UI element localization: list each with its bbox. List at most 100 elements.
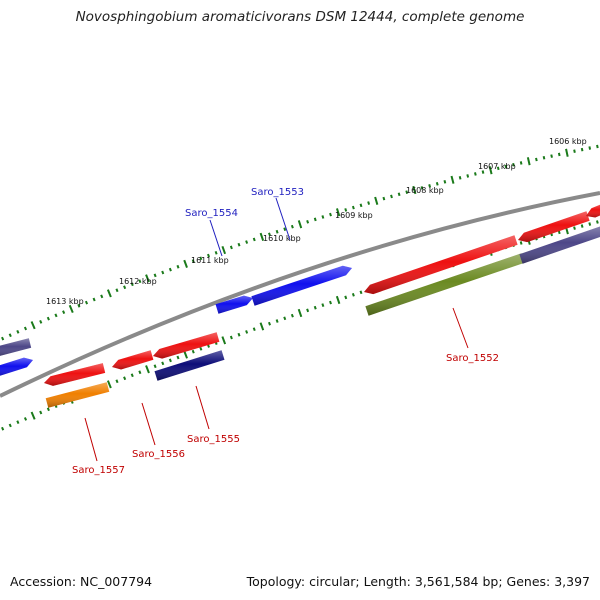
accession-label: Accession: NC_007794	[10, 574, 153, 589]
minor-tick	[229, 335, 233, 340]
major-tick	[145, 274, 150, 283]
minor-tick	[130, 373, 134, 378]
leader-saro-1552	[452, 307, 469, 349]
tick-label-1610: 1610 kbp	[263, 234, 301, 243]
minor-tick	[214, 250, 218, 255]
minor-tick	[123, 376, 127, 381]
tick-label-1606: 1606 kbp	[549, 137, 587, 146]
minor-tick	[542, 155, 546, 160]
minor-tick	[62, 310, 66, 315]
tick-label-1612: 1612 kbp	[119, 277, 157, 286]
minor-tick	[1, 426, 5, 431]
minor-tick	[245, 330, 249, 334]
minor-tick	[176, 355, 180, 360]
minor-tick	[397, 192, 401, 197]
minor-tick	[359, 290, 363, 295]
minor-tick	[275, 319, 279, 323]
major-tick	[30, 411, 36, 420]
major-tick	[259, 322, 265, 331]
major-tick	[30, 321, 36, 330]
minor-tick	[191, 349, 195, 354]
minor-tick	[595, 220, 599, 224]
minor-tick	[306, 308, 310, 313]
minor-tick	[344, 208, 348, 212]
minor-tick	[550, 154, 553, 158]
minor-tick	[23, 326, 28, 331]
minor-tick	[496, 166, 500, 171]
major-tick	[526, 157, 531, 166]
minor-tick	[351, 205, 355, 210]
minor-tick	[153, 273, 157, 278]
minor-tick	[519, 161, 523, 165]
minor-tick	[535, 157, 538, 162]
tick-track-outer	[1, 144, 599, 341]
minor-tick	[596, 144, 599, 149]
gene-arrow-shading	[518, 211, 590, 243]
minor-tick	[573, 149, 576, 153]
major-tick	[488, 166, 493, 175]
minor-tick	[351, 293, 355, 297]
gene-arrow-shading	[365, 253, 525, 316]
minor-tick	[321, 303, 325, 307]
minor-tick	[557, 152, 561, 157]
minor-tick	[306, 219, 310, 224]
minor-tick	[481, 170, 485, 174]
major-tick	[565, 148, 569, 157]
minor-tick	[321, 215, 325, 219]
gene-label-saro-1553: Saro_1553	[251, 187, 304, 198]
major-tick	[106, 289, 112, 298]
minor-tick	[252, 237, 256, 242]
gene-label-leaders	[84, 197, 469, 462]
minor-tick	[466, 174, 470, 178]
minor-tick	[115, 288, 119, 293]
minor-tick	[138, 279, 142, 284]
major-tick	[297, 220, 303, 229]
minor-tick	[268, 321, 271, 326]
minor-tick	[344, 295, 348, 300]
major-tick	[183, 259, 188, 268]
minor-tick	[367, 201, 371, 205]
tick-label-1609: 1609 kbp	[335, 211, 373, 220]
minor-tick	[458, 176, 462, 180]
minor-tick	[359, 203, 363, 208]
minor-tick	[138, 370, 142, 375]
minor-tick	[191, 259, 195, 263]
gene-label-saro-1555: Saro_1555	[187, 434, 240, 445]
major-tick	[259, 232, 265, 241]
minor-tick	[283, 316, 287, 321]
minor-tick	[46, 316, 50, 321]
minor-tick	[313, 305, 317, 310]
leader-saro-1557	[84, 417, 98, 462]
minor-tick	[504, 164, 508, 169]
minor-tick	[329, 212, 332, 217]
minor-tick	[153, 364, 157, 369]
minor-tick	[519, 241, 523, 245]
minor-tick	[283, 227, 287, 232]
gene-arrow-shading	[0, 338, 32, 356]
tick-labels: 1613 kbp 1612 kbp 1611 kbp 1610 kbp 1609…	[46, 137, 587, 306]
minor-tick	[474, 172, 477, 176]
gene-label-saro-1552: Saro_1552	[446, 353, 499, 364]
major-tick	[297, 308, 303, 318]
minor-tick	[130, 282, 134, 287]
major-tick	[106, 380, 112, 389]
minor-tick	[557, 230, 561, 235]
gene-arrow-shading	[44, 363, 106, 386]
minor-tick	[588, 222, 592, 226]
major-tick	[221, 245, 227, 255]
minor-tick	[252, 327, 256, 332]
minor-tick	[290, 313, 294, 318]
minor-tick	[268, 232, 271, 237]
minor-tick	[290, 224, 294, 229]
tick-label-1611: 1611 kbp	[191, 256, 229, 265]
minor-tick	[8, 423, 12, 428]
minor-tick	[313, 217, 317, 222]
gene-arrow-shading	[586, 204, 600, 218]
gene-arrow-shading	[364, 235, 518, 295]
major-tick	[412, 185, 417, 195]
minor-tick	[168, 267, 172, 272]
major-tick	[335, 208, 341, 217]
minor-tick	[39, 410, 43, 415]
minor-tick	[84, 300, 89, 305]
